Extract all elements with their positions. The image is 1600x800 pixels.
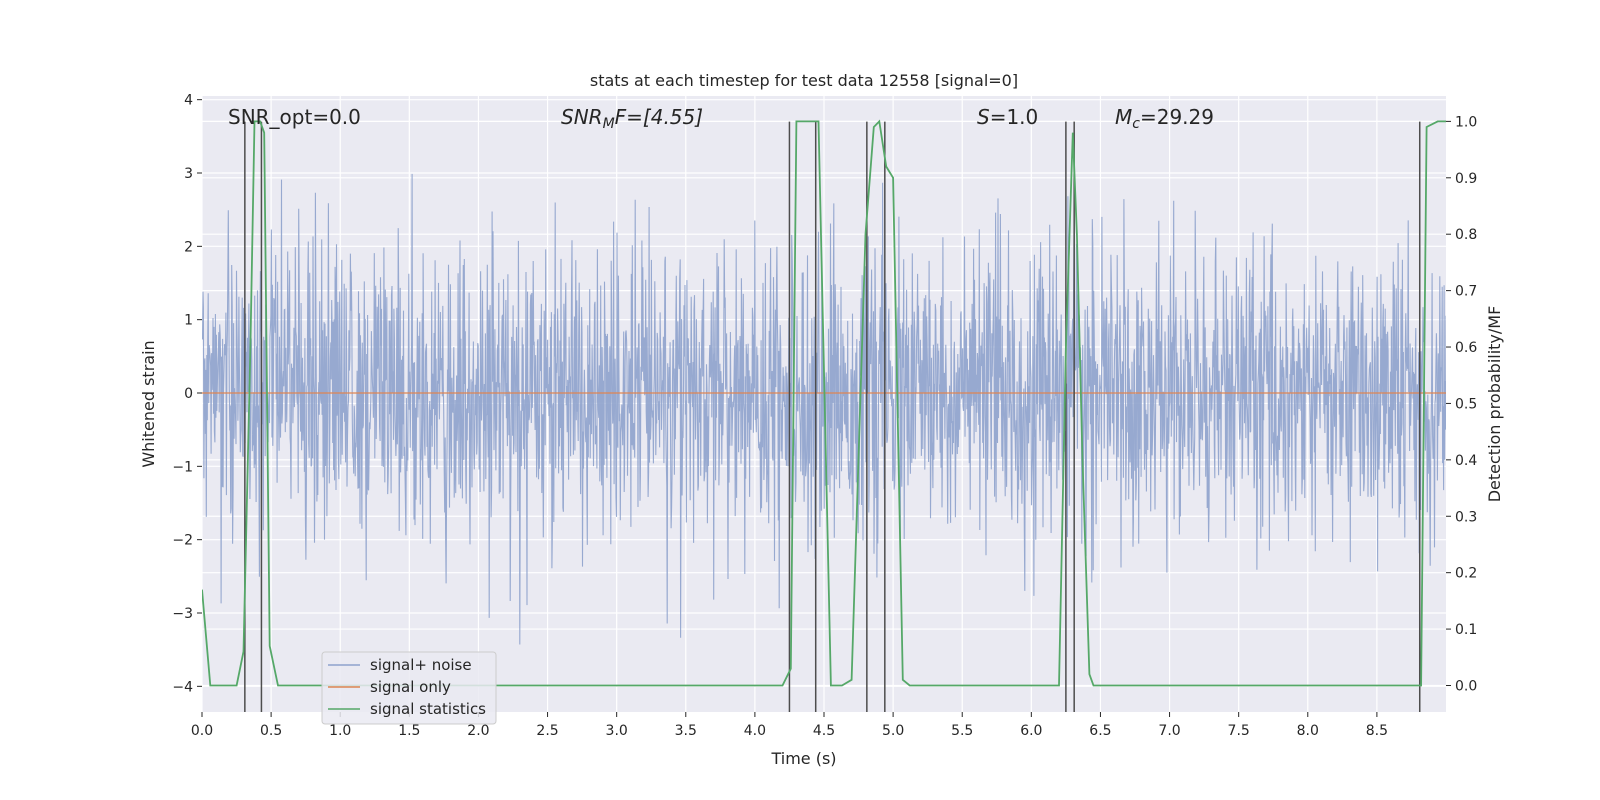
x-tick-label: 4.0 bbox=[744, 723, 766, 739]
annotation-snr-opt: SNR_opt=0.0 bbox=[228, 105, 361, 129]
y-left-tick-label: −4 bbox=[172, 679, 193, 695]
x-tick-label: 7.5 bbox=[1228, 723, 1250, 739]
y-right-tick-label: 0.8 bbox=[1455, 227, 1477, 243]
chart-title: stats at each timestep for test data 125… bbox=[590, 71, 1018, 90]
series-signal-statistics bbox=[202, 119, 1446, 687]
x-tick-label: 4.5 bbox=[813, 723, 835, 739]
legend-label-signal-only: signal only bbox=[370, 678, 451, 696]
legend-box bbox=[321, 651, 497, 725]
x-tick-label: 1.0 bbox=[329, 723, 351, 739]
y-right-tick-label: 1.0 bbox=[1455, 114, 1477, 130]
y-right-tick-label: 0.7 bbox=[1455, 284, 1477, 300]
y-right-tick-label: 0.6 bbox=[1455, 340, 1477, 356]
y-left-tick-label: −1 bbox=[172, 459, 193, 475]
series-vlines bbox=[244, 121, 1421, 712]
legend: signal+ noise signal only signal statist… bbox=[321, 651, 497, 725]
x-tick-label: 3.0 bbox=[606, 723, 628, 739]
x-tick-label: 6.5 bbox=[1089, 723, 1111, 739]
x-tick-label: 7.0 bbox=[1158, 723, 1180, 739]
x-tick-label: 5.5 bbox=[951, 723, 973, 739]
y-left-tick-label: −3 bbox=[172, 606, 193, 622]
y-left-tick-label: −2 bbox=[172, 533, 193, 549]
statistics-line bbox=[202, 119, 1446, 687]
x-tick-label: 0.5 bbox=[260, 723, 282, 739]
y-right-tick-label: 0.2 bbox=[1455, 566, 1477, 582]
y-left-tick-label: 3 bbox=[184, 166, 193, 182]
x-tick-label: 5.0 bbox=[882, 723, 904, 739]
legend-label-signal-statistics: signal statistics bbox=[370, 700, 486, 718]
y-left-tick-label: 1 bbox=[184, 313, 193, 329]
y-left-axis-label: Whitened strain bbox=[139, 340, 158, 467]
y-right-axis-ticks: 1.0 0.9 0.8 0.7 0.6 0.5 0.4 0.3 0.2 0.1 0.0 bbox=[1446, 114, 1477, 694]
x-tick-label: 8.0 bbox=[1297, 723, 1319, 739]
annotation-mc: Mc=29.29 bbox=[1115, 105, 1214, 132]
series-signal-noise bbox=[202, 173, 1446, 645]
y-right-tick-label: 0.9 bbox=[1455, 171, 1477, 187]
x-tick-label: 6.0 bbox=[1020, 723, 1042, 739]
x-tick-label: 8.5 bbox=[1366, 723, 1388, 739]
y-right-tick-label: 0.1 bbox=[1455, 622, 1477, 638]
y-left-tick-label: 0 bbox=[184, 386, 193, 402]
y-right-tick-label: 0.5 bbox=[1455, 396, 1477, 412]
noise-trace bbox=[202, 173, 1446, 645]
x-tick-label: 2.0 bbox=[467, 723, 489, 739]
x-axis-label: Time (s) bbox=[770, 749, 836, 768]
y-left-axis-ticks: 4 3 2 1 0 −1 −2 −3 −4 bbox=[172, 93, 202, 695]
x-tick-label: 2.5 bbox=[536, 723, 558, 739]
y-right-tick-label: 0.4 bbox=[1455, 453, 1477, 469]
y-right-tick-label: 0.3 bbox=[1455, 509, 1477, 525]
annotation-s: S=1.0 bbox=[977, 105, 1038, 129]
y-left-tick-label: 4 bbox=[184, 93, 193, 109]
y-right-axis-label: Detection probability/MF bbox=[1485, 306, 1504, 503]
x-tick-label: 3.5 bbox=[675, 723, 697, 739]
legend-label-signal-noise: signal+ noise bbox=[370, 656, 472, 674]
y-right-tick-label: 0.0 bbox=[1455, 678, 1477, 694]
x-tick-label: 0.0 bbox=[191, 723, 213, 739]
y-left-tick-label: 2 bbox=[184, 239, 193, 255]
annotation-snr-mf: SNRMF=[4.55] bbox=[561, 105, 703, 132]
x-axis-ticks: 0.0 0.5 1.0 1.5 2.0 2.5 3.0 3.5 4.0 4.5 5.0 5.5 6.0 6… bbox=[191, 712, 1388, 739]
x-tick-label: 1.5 bbox=[398, 723, 420, 739]
